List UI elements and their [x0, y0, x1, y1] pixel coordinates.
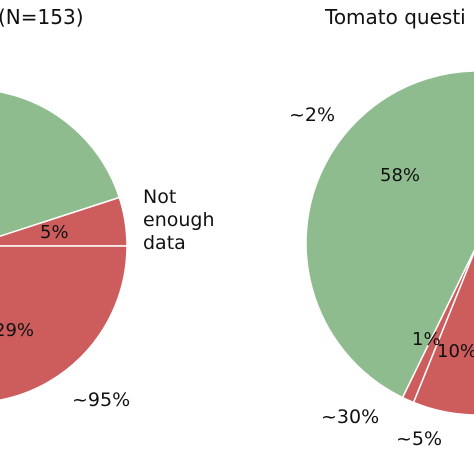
- left-pie-title: (N=153): [0, 5, 84, 29]
- right-slice-label-58: 58%: [380, 165, 420, 186]
- left-outer-label-95: ~95%: [72, 389, 130, 411]
- left-outer-label-enough: enough: [143, 209, 215, 231]
- right-pie: [305, 70, 474, 416]
- left-slice-label-29: 29%: [0, 320, 34, 341]
- left-pie: [0, 91, 128, 401]
- right-pie-title: Tomato questi: [324, 5, 466, 29]
- left-pie-slice-red-large: [0, 245, 128, 401]
- left-pie-slice-green: [0, 91, 121, 238]
- right-pie-slice-green: [305, 70, 474, 399]
- left-slice-label-5: 5%: [40, 222, 69, 243]
- left-outer-label-data: data: [143, 232, 186, 254]
- right-slice-label-1: 1%: [412, 329, 441, 350]
- right-outer-label-2: ~2%: [289, 104, 335, 126]
- right-slice-label-10: 10%: [437, 341, 474, 362]
- right-outer-label-30: ~30%: [321, 406, 379, 428]
- left-outer-label-not: Not: [143, 186, 176, 208]
- right-outer-label-5: ~5%: [396, 428, 442, 450]
- right-pie-slice-red-large: [412, 250, 474, 416]
